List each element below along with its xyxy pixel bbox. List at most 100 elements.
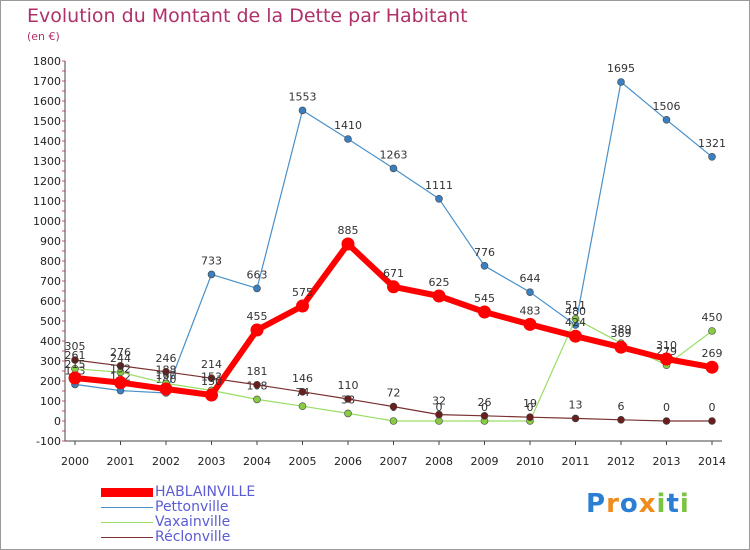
y-tick-label: 0 xyxy=(54,415,61,428)
x-tick-label: 2000 xyxy=(61,455,89,468)
point-re-clonville xyxy=(162,367,170,376)
point-pettonville xyxy=(662,116,671,124)
x-tick-label: 2009 xyxy=(471,455,499,468)
legend-item-vaxainville: Vaxainville xyxy=(101,514,401,530)
point-hablainville xyxy=(114,376,127,390)
data-label-vaxainville: 261 xyxy=(65,349,86,362)
x-tick-label: 2005 xyxy=(289,455,317,468)
point-hablainville xyxy=(387,280,400,294)
data-label-hablainville: 369 xyxy=(611,327,632,340)
legend-swatch xyxy=(101,488,153,497)
y-tick-label: 800 xyxy=(40,255,61,268)
data-label-pettonville: 776 xyxy=(474,246,495,259)
data-label-pettonville: 733 xyxy=(201,254,222,267)
data-label-hablainville: 483 xyxy=(520,304,541,317)
point-pettonville xyxy=(526,288,534,297)
point-hablainville xyxy=(341,237,355,251)
point-pettonville xyxy=(708,153,716,161)
data-label-re-clonville: 0 xyxy=(663,401,670,414)
data-label-re-clonville: 6 xyxy=(618,400,625,413)
data-label-pettonville: 1410 xyxy=(334,119,362,132)
point-vaxainville xyxy=(708,327,716,335)
x-tick-label: 2013 xyxy=(653,455,681,468)
x-tick-label: 2008 xyxy=(425,455,453,468)
data-label-hablainville: 545 xyxy=(474,292,495,305)
data-label-hablainville: 269 xyxy=(702,347,723,360)
point-hablainville xyxy=(523,317,537,331)
point-vaxainville xyxy=(571,314,580,323)
y-tick-label: 1400 xyxy=(33,135,61,148)
data-label-re-clonville: 32 xyxy=(432,395,446,408)
x-tick-label: 2006 xyxy=(334,455,362,468)
proxiti-logo: Proxiti xyxy=(586,489,690,519)
point-re-clonville xyxy=(571,414,580,423)
legend-label: Vaxainville xyxy=(155,514,231,530)
y-tick-label: 1700 xyxy=(33,75,61,88)
legend-swatch xyxy=(101,537,153,538)
data-label-re-clonville: 110 xyxy=(338,379,359,392)
legend-item-re-clonville: Réclonville xyxy=(101,529,401,545)
point-re-clonville xyxy=(389,402,398,411)
y-tick-label: 1500 xyxy=(33,115,61,128)
data-label-pettonville: 1506 xyxy=(653,100,681,113)
point-re-clonville xyxy=(253,380,261,389)
data-label-hablainville: 424 xyxy=(565,316,586,329)
point-hablainville xyxy=(478,305,491,319)
point-hablainville xyxy=(205,388,218,402)
data-label-hablainville: 160 xyxy=(156,369,177,382)
point-re-clonville xyxy=(526,413,534,422)
point-re-clonville xyxy=(662,417,671,425)
point-vaxainville xyxy=(344,409,352,418)
point-re-clonville xyxy=(298,387,307,396)
y-tick-label: 100 xyxy=(40,395,61,408)
data-label-vaxainville: 389 xyxy=(611,323,632,336)
point-hablainville xyxy=(569,329,582,343)
point-hablainville xyxy=(660,352,673,366)
data-label-pettonville: 1553 xyxy=(289,90,317,103)
data-label-vaxainville: 244 xyxy=(110,352,131,365)
point-pettonville xyxy=(435,195,443,203)
data-label-vaxainville: 0 xyxy=(481,401,488,414)
data-label-hablainville: 310 xyxy=(656,339,677,352)
data-label-hablainville: 575 xyxy=(292,286,313,299)
data-label-hablainville: 671 xyxy=(383,267,404,280)
data-label-re-clonville: 13 xyxy=(569,398,583,411)
legend-swatch xyxy=(101,507,153,508)
data-label-pettonville: 1111 xyxy=(425,179,453,192)
y-tick-label: 900 xyxy=(40,235,61,248)
point-vaxainville xyxy=(435,417,443,425)
legend-label: HABLAINVILLE xyxy=(155,484,256,500)
point-pettonville xyxy=(253,284,261,293)
legend-item-hablainville: HABLAINVILLE xyxy=(101,484,401,500)
x-tick-label: 2002 xyxy=(152,455,180,468)
point-hablainville xyxy=(296,299,309,313)
point-pettonville xyxy=(344,135,352,143)
point-re-clonville xyxy=(617,415,625,424)
x-tick-label: 2010 xyxy=(516,455,544,468)
point-pettonville xyxy=(480,261,489,270)
y-tick-label: 1100 xyxy=(33,195,61,208)
point-hablainville xyxy=(432,289,446,303)
data-label-re-clonville: 276 xyxy=(110,346,131,359)
point-vaxainville xyxy=(298,402,307,411)
x-tick-label: 2007 xyxy=(380,455,408,468)
point-hablainville xyxy=(159,382,173,396)
data-label-pettonville: 1263 xyxy=(380,148,408,161)
legend-swatch xyxy=(101,522,153,523)
point-hablainville xyxy=(250,323,264,337)
point-hablainville xyxy=(68,371,82,385)
data-label-vaxainville: 511 xyxy=(565,299,586,312)
point-re-clonville xyxy=(480,411,489,420)
data-label-re-clonville: 214 xyxy=(201,358,222,371)
x-tick-label: 2003 xyxy=(198,455,226,468)
data-label-vaxainville: 0 xyxy=(527,401,534,414)
data-label-pettonville: 1321 xyxy=(698,137,726,150)
point-re-clonville xyxy=(435,410,443,419)
y-tick-label: 1200 xyxy=(33,175,61,188)
point-re-clonville xyxy=(116,361,125,370)
point-hablainville xyxy=(705,360,719,374)
x-tick-label: 2011 xyxy=(562,455,590,468)
chart-unit: (en €) xyxy=(27,30,60,43)
